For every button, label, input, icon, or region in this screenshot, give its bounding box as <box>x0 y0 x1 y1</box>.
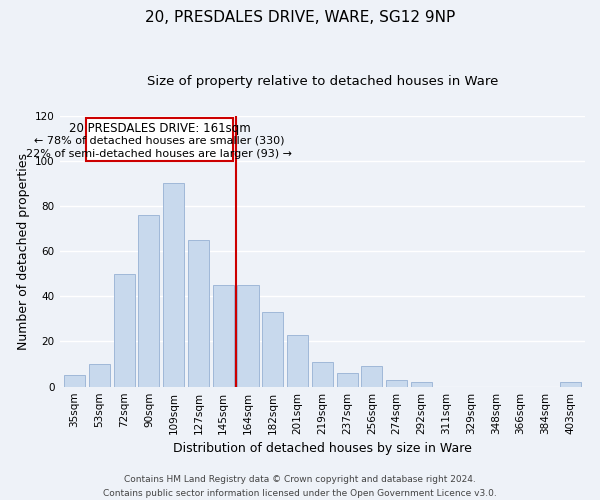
Bar <box>337 373 358 386</box>
Bar <box>188 240 209 386</box>
Bar <box>89 364 110 386</box>
Bar <box>113 274 134 386</box>
Text: ← 78% of detached houses are smaller (330): ← 78% of detached houses are smaller (33… <box>34 136 284 146</box>
Bar <box>64 376 85 386</box>
Text: 20 PRESDALES DRIVE: 161sqm: 20 PRESDALES DRIVE: 161sqm <box>68 122 250 136</box>
Text: 22% of semi-detached houses are larger (93) →: 22% of semi-detached houses are larger (… <box>26 150 292 160</box>
Bar <box>262 312 283 386</box>
Y-axis label: Number of detached properties: Number of detached properties <box>17 152 29 350</box>
Bar <box>139 215 160 386</box>
Bar <box>361 366 382 386</box>
Title: Size of property relative to detached houses in Ware: Size of property relative to detached ho… <box>146 75 498 88</box>
Bar <box>213 285 234 386</box>
FancyBboxPatch shape <box>86 118 233 160</box>
Bar <box>386 380 407 386</box>
Text: 20, PRESDALES DRIVE, WARE, SG12 9NP: 20, PRESDALES DRIVE, WARE, SG12 9NP <box>145 10 455 25</box>
Bar <box>411 382 432 386</box>
Text: Contains HM Land Registry data © Crown copyright and database right 2024.
Contai: Contains HM Land Registry data © Crown c… <box>103 476 497 498</box>
Bar <box>312 362 333 386</box>
Bar <box>238 285 259 386</box>
Bar <box>560 382 581 386</box>
Bar <box>163 184 184 386</box>
X-axis label: Distribution of detached houses by size in Ware: Distribution of detached houses by size … <box>173 442 472 455</box>
Bar <box>287 334 308 386</box>
